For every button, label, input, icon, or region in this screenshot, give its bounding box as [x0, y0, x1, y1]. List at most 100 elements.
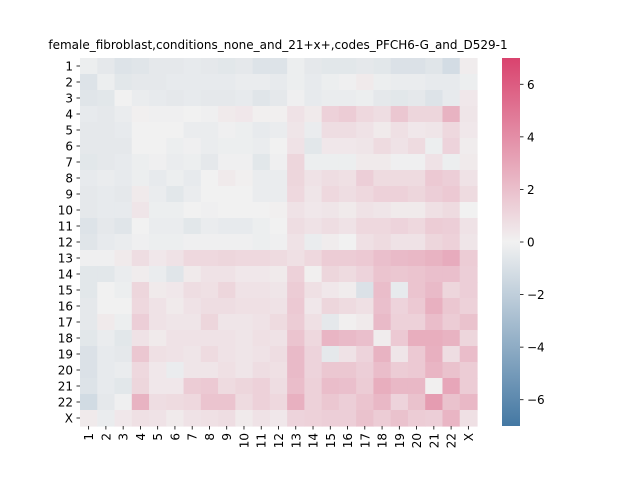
- heatmap-cell: [459, 362, 478, 379]
- heatmap-cell: [114, 250, 133, 267]
- colorbar-tick-label: 0: [527, 236, 535, 250]
- column-tick-label: 17: [358, 433, 372, 448]
- column-tick-label: 21: [427, 433, 441, 448]
- heatmap-cell: [131, 90, 150, 107]
- heatmap-cell: [321, 314, 340, 331]
- colorbar-tick-label: 4: [527, 130, 535, 144]
- heatmap-cell: [459, 394, 478, 411]
- heatmap-cell: [425, 122, 444, 139]
- heatmap-cell: [183, 410, 202, 427]
- heatmap-cell: [80, 314, 98, 331]
- heatmap-cell: [114, 90, 133, 107]
- heatmap-cell: [287, 346, 305, 363]
- heatmap-cell: [114, 282, 133, 299]
- heatmap-cell: [373, 378, 392, 395]
- heatmap-cell: [114, 106, 133, 123]
- heatmap-cell: [218, 266, 236, 283]
- heatmap-cell: [356, 234, 375, 251]
- heatmap-cell: [425, 234, 444, 251]
- heatmap-cell: [425, 186, 444, 203]
- heatmap-cell: [356, 106, 375, 123]
- heatmap-cell: [131, 154, 150, 171]
- heatmap-cell: [200, 378, 219, 395]
- heatmap-cell: [287, 378, 305, 395]
- heatmap-cell: [407, 346, 426, 363]
- heatmap-cell: [80, 122, 98, 139]
- heatmap-cell: [356, 74, 375, 91]
- heatmap-cell: [321, 250, 340, 267]
- colorbar-ticks: −6 −4 −2 0 2 4 6: [520, 78, 545, 407]
- heatmap-cell: [459, 218, 478, 235]
- heatmap-cell: [218, 122, 236, 139]
- heatmap-cell: [373, 90, 392, 107]
- heatmap-cell: [218, 330, 236, 347]
- heatmap-cell: [183, 170, 202, 187]
- heatmap-cell: [149, 74, 167, 91]
- column-tick-label: 16: [341, 433, 355, 448]
- heatmap-cell: [149, 298, 167, 315]
- heatmap-cell: [407, 314, 426, 331]
- heatmap-cell: [114, 330, 133, 347]
- heatmap-cell: [390, 122, 409, 139]
- heatmap-cell: [442, 314, 461, 331]
- heatmap-cell: [269, 362, 288, 379]
- heatmap-cell: [80, 186, 98, 203]
- heatmap-cell: [97, 362, 116, 379]
- heatmap-cell: [407, 330, 426, 347]
- heatmap-cell: [459, 154, 478, 171]
- heatmap-cell: [390, 298, 409, 315]
- heatmap-cell: [166, 202, 185, 219]
- heatmap-cell: [390, 186, 409, 203]
- heatmap-cell: [80, 346, 98, 363]
- heatmap-cell: [114, 266, 133, 283]
- heatmap-cell: [218, 234, 236, 251]
- heatmap-cell: [425, 394, 444, 411]
- heatmap-cell: [235, 218, 254, 235]
- row-tick-label: 17: [58, 316, 73, 330]
- heatmap-cell: [442, 106, 461, 123]
- heatmap-cell: [425, 346, 444, 363]
- heatmap-cell: [269, 394, 288, 411]
- heatmap-cell: [235, 282, 254, 299]
- heatmap-cell: [80, 298, 98, 315]
- column-tick-label: 11: [255, 433, 269, 448]
- heatmap-cell: [149, 282, 167, 299]
- heatmap-cell: [166, 410, 185, 427]
- heatmap-cell: [97, 330, 116, 347]
- heatmap-cell: [407, 218, 426, 235]
- heatmap-cell: [269, 218, 288, 235]
- heatmap-cell: [200, 282, 219, 299]
- heatmap-cell: [235, 266, 254, 283]
- heatmap-cell: [252, 266, 271, 283]
- heatmap-cell: [80, 170, 98, 187]
- heatmap-cell: [252, 410, 271, 427]
- heatmap-cell: [390, 234, 409, 251]
- heatmap-cell: [425, 266, 444, 283]
- row-tick-label: 19: [58, 348, 73, 362]
- heatmap-cell: [149, 362, 167, 379]
- heatmap-cell: [183, 122, 202, 139]
- heatmap-cell: [131, 186, 150, 203]
- heatmap-cell: [97, 170, 116, 187]
- heatmap-cell: [200, 122, 219, 139]
- heatmap-cell: [80, 410, 98, 427]
- heatmap-cell: [131, 58, 150, 75]
- heatmap-cell: [80, 282, 98, 299]
- heatmap-cell: [373, 154, 392, 171]
- row-tick-label: 2: [65, 76, 73, 90]
- heatmap-cell: [442, 266, 461, 283]
- heatmap-cell: [373, 394, 392, 411]
- heatmap-cell: [80, 90, 98, 107]
- heatmap-cell: [442, 218, 461, 235]
- heatmap-cell: [373, 298, 392, 315]
- heatmap-cell: [200, 106, 219, 123]
- heatmap-cell: [442, 362, 461, 379]
- heatmap-cell: [149, 106, 167, 123]
- heatmap-cell: [287, 266, 305, 283]
- heatmap-cell: [235, 170, 254, 187]
- heatmap-cell: [80, 106, 98, 123]
- heatmap-cell: [80, 234, 98, 251]
- heatmap-cell: [149, 154, 167, 171]
- row-tick-label: 4: [65, 108, 73, 122]
- heatmap-cell: [166, 154, 185, 171]
